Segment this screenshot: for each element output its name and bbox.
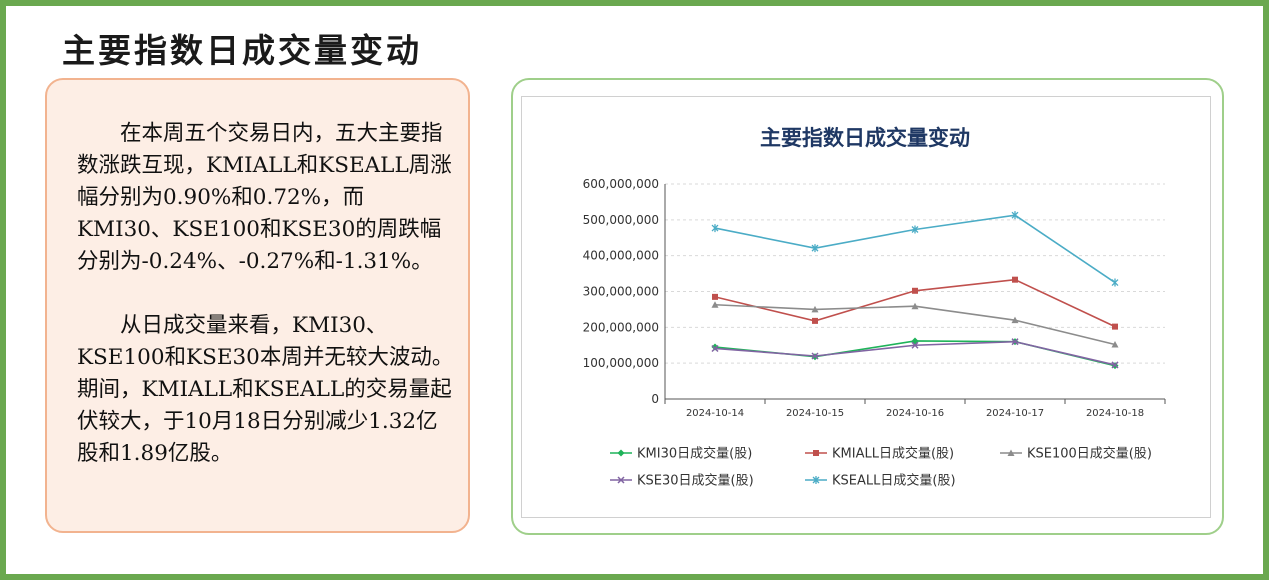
legend-label: KSEALL日成交量(股) [832, 473, 956, 489]
x-tick-label: 2024-10-18 [1086, 408, 1144, 419]
data-point [912, 287, 918, 294]
data-point [617, 476, 625, 484]
data-point [711, 301, 719, 308]
data-point [1111, 278, 1119, 287]
data-point [1111, 361, 1119, 369]
legend-label: KMIALL日成交量(股) [832, 446, 954, 462]
data-point [712, 293, 718, 300]
legend-label: KSE100日成交量(股) [1027, 446, 1152, 462]
line-chart: 主要指数日成交量变动 0 100,000,000 200,000,000 300,00… [583, 126, 1166, 489]
y-tick-label: 100,000,000 [583, 356, 659, 370]
data-point [1011, 211, 1019, 220]
data-point [812, 476, 820, 484]
x-tick-label: 2024-10-17 [986, 408, 1044, 419]
y-tick-label: 600,000,000 [583, 177, 659, 191]
chart-area: 主要指数日成交量变动 0 100,000,000 200,000,000 300,00… [521, 96, 1211, 518]
series-line [714, 214, 1116, 284]
data-point [811, 244, 819, 253]
data-point [1111, 341, 1119, 348]
data-point [911, 302, 919, 310]
y-tick-label: 0 [651, 392, 659, 406]
y-tick-label: 400,000,000 [583, 249, 659, 263]
y-tick-label: 200,000,000 [583, 320, 659, 334]
data-point [812, 317, 818, 324]
data-point [1011, 316, 1019, 324]
data-point [911, 225, 919, 234]
x-tick-label: 2024-10-14 [686, 408, 744, 419]
y-tick-label: 300,000,000 [583, 285, 659, 299]
data-point [711, 343, 719, 351]
chart-title: 主要指数日成交量变动 [760, 126, 970, 150]
summary-paragraph-2: 从日成交量来看，KMI30、KSE100和KSE30本周并无较大波动。期间，KM… [77, 313, 454, 466]
data-point [711, 344, 719, 353]
x-tick-label: 2024-10-16 [886, 408, 944, 419]
data-point [1112, 323, 1118, 330]
data-point [813, 450, 819, 456]
data-point [911, 337, 919, 345]
summary-text-panel: 在本周五个交易日内，五大主要指数涨跌互现，KMIALL和KSEALL周涨幅分别为… [45, 78, 470, 533]
legend-label: KMI30日成交量(股) [637, 446, 752, 462]
data-point [711, 224, 719, 233]
data-point [1007, 449, 1015, 456]
data-point [811, 305, 819, 313]
data-point [1011, 338, 1019, 346]
data-point [811, 352, 819, 360]
page-title: 主要指数日成交量变动 [62, 31, 422, 70]
legend-label: KSE30日成交量(股) [637, 473, 754, 489]
summary-paragraph-1: 在本周五个交易日内，五大主要指数涨跌互现，KMIALL和KSEALL周涨幅分别为… [77, 121, 452, 274]
x-tick-label: 2024-10-15 [786, 408, 844, 419]
data-point [1012, 276, 1018, 283]
data-point [911, 341, 919, 349]
data-point [617, 449, 625, 457]
y-tick-label: 500,000,000 [583, 213, 659, 227]
